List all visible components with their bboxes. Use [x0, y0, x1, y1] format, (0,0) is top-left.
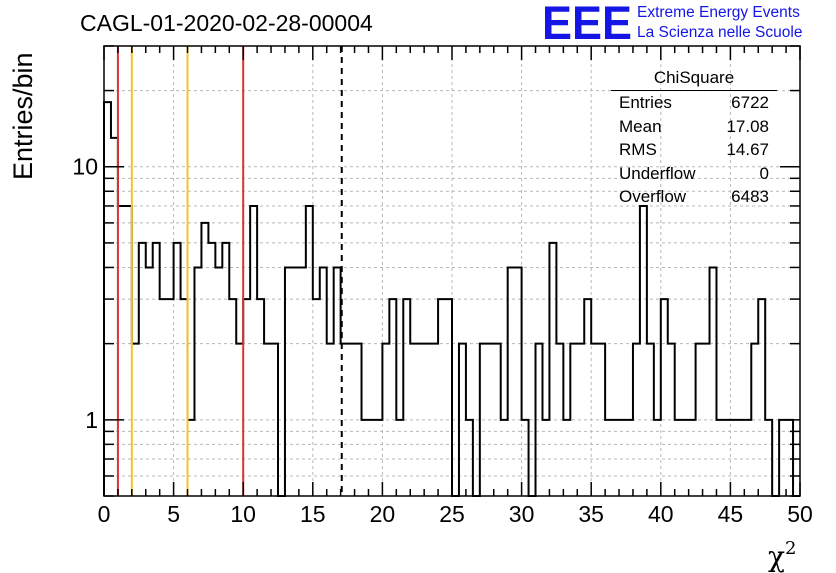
x-tick-label: 45 — [718, 501, 744, 527]
x-axis-label-base: χ — [768, 540, 785, 573]
eee-logo: EEE — [542, 2, 632, 42]
stats-row-overflow: Overflow 6483 — [611, 185, 777, 209]
x-tick-label: 15 — [300, 501, 326, 527]
x-tick-label: 10 — [230, 501, 256, 527]
brand-line-1: Extreme Energy Events — [637, 4, 800, 21]
stats-label: RMS — [619, 140, 657, 159]
stats-value: 14.67 — [726, 140, 769, 159]
svg-text:EEE: EEE — [542, 2, 632, 42]
x-axis-label: χ2 — [768, 538, 796, 573]
y-tick-label: 10 — [72, 154, 98, 180]
stats-value: 17.08 — [726, 116, 769, 136]
chart-title: CAGL-01-2020-02-28-00004 — [80, 10, 373, 36]
x-tick-label: 40 — [648, 501, 674, 527]
y-axis-label: Entries/bin — [8, 52, 38, 180]
x-tick-label: 30 — [509, 501, 535, 527]
stats-value: 0 — [759, 163, 769, 183]
stats-value: 6722 — [731, 93, 769, 112]
stats-row-rms: RMS 14.67 — [611, 138, 777, 162]
histogram-line — [103, 101, 800, 497]
x-tick-label: 5 — [167, 501, 180, 527]
stats-label: Mean — [619, 116, 662, 136]
stats-label: Underflow — [619, 163, 696, 183]
y-tick-label: 1 — [85, 407, 98, 433]
stats-row-underflow: Underflow 0 — [611, 162, 777, 186]
brand-line-2: La Scienza nelle Scuole — [637, 24, 803, 41]
x-axis-label-superscript: 2 — [784, 538, 797, 559]
x-tick-label: 0 — [98, 501, 111, 527]
x-tick-label: 25 — [439, 501, 465, 527]
stats-value: 6483 — [731, 187, 769, 206]
x-tick-label: 20 — [370, 501, 396, 527]
stats-label: Overflow — [619, 187, 687, 206]
stats-label: Entries — [619, 93, 672, 112]
stats-row-entries: Entries 6722 — [611, 91, 777, 115]
x-tick-label: 50 — [787, 501, 813, 527]
stats-box: ChiSquare Entries 6722 Mean 17.08 RMS 14.67… — [611, 66, 777, 209]
stats-title: ChiSquare — [611, 66, 777, 91]
stats-row-mean: Mean 17.08 — [611, 115, 777, 139]
x-tick-label: 35 — [578, 501, 604, 527]
